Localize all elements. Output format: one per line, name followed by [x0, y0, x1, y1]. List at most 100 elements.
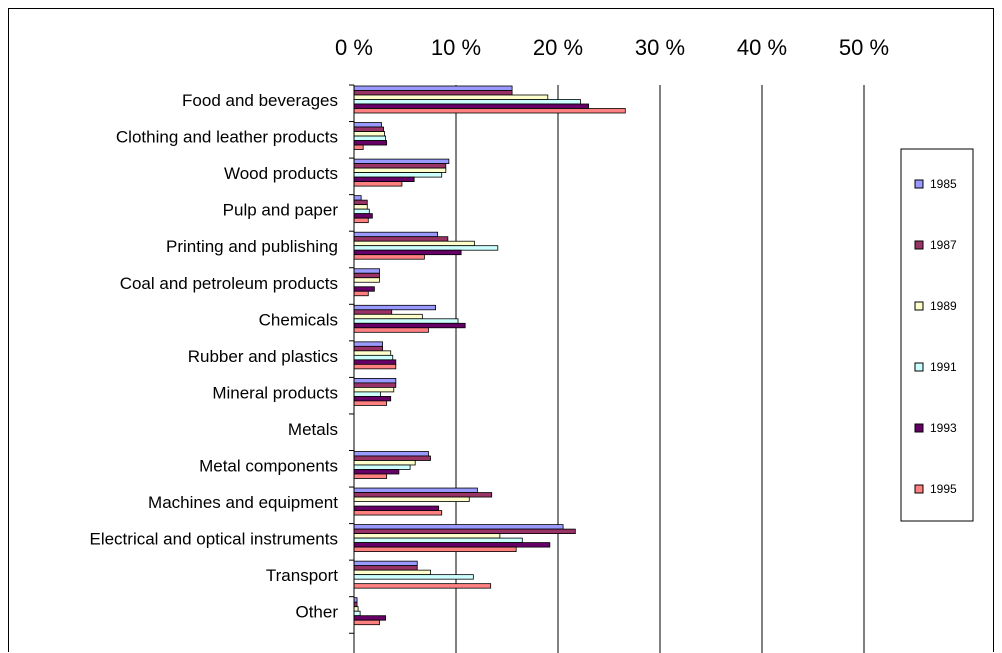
- bar: [353, 140, 388, 146]
- bar: [353, 386, 395, 393]
- bar: [353, 286, 375, 292]
- bar: [353, 272, 380, 279]
- bars: [353, 85, 626, 626]
- bar: [353, 249, 462, 256]
- bar: [353, 382, 397, 388]
- bar: [353, 158, 450, 165]
- legend-label: 1991: [930, 360, 957, 374]
- bar: [353, 359, 397, 365]
- category-labels: Food and beverages Clothing and leather p…: [89, 91, 338, 622]
- bar: [353, 94, 549, 100]
- category-label: Chemicals: [259, 310, 338, 329]
- legend-swatch: [914, 423, 924, 433]
- category-label: Other: [295, 603, 338, 622]
- bar: [353, 565, 418, 571]
- legend-label: 1985: [930, 177, 957, 191]
- bar: [353, 473, 388, 479]
- chart-frame: 0 % 10 % 20 % 30 % 40 % 50 % Food and beverag…: [8, 8, 994, 653]
- category-label: Metal components: [199, 457, 338, 476]
- legend-swatch: [914, 362, 924, 372]
- bar: [353, 487, 478, 493]
- legend-label: 1993: [930, 421, 957, 435]
- bar: [353, 213, 373, 219]
- bar: [353, 217, 369, 224]
- bar: [353, 304, 436, 311]
- legend-label: 1989: [930, 299, 957, 313]
- bar: [353, 208, 370, 215]
- x-tick-label: 30 %: [635, 35, 685, 60]
- bar: [353, 341, 383, 347]
- bar: [353, 583, 492, 589]
- bar: [353, 204, 368, 210]
- category-label: Metals: [288, 420, 338, 439]
- bar: [353, 345, 383, 352]
- legend-swatch: [914, 240, 924, 250]
- legend-swatch: [914, 484, 924, 494]
- category-label: Transport: [266, 566, 338, 585]
- category-label: Machines and equipment: [148, 493, 338, 512]
- bar: [353, 167, 447, 174]
- x-axis-ticks: 0 % 10 % 20 % 30 % 40 % 50 %: [335, 35, 889, 60]
- bar: [353, 322, 466, 329]
- category-label: Food and beverages: [182, 91, 338, 110]
- bar: [353, 103, 590, 109]
- category-label: Rubber and plastics: [188, 347, 338, 366]
- bar: [353, 528, 576, 534]
- bar-chart: 0 % 10 % 20 % 30 % 40 % 50 % Food and beverag…: [89, 35, 974, 653]
- category-label: Printing and publishing: [166, 237, 338, 256]
- bar: [353, 492, 493, 498]
- bar: [353, 391, 381, 397]
- bar: [353, 172, 443, 178]
- bar: [353, 377, 397, 384]
- bar: [353, 560, 418, 567]
- legend-swatch: [914, 179, 924, 189]
- category-label: Clothing and leather products: [116, 128, 338, 147]
- bar: [353, 546, 517, 552]
- bar: [353, 464, 411, 470]
- bar: [353, 254, 425, 260]
- bar: [353, 615, 387, 621]
- bar: [353, 574, 474, 580]
- bar: [353, 318, 459, 324]
- x-tick-label: 20 %: [533, 35, 583, 60]
- bar: [353, 327, 429, 333]
- bar: [353, 395, 392, 402]
- bar: [353, 108, 626, 114]
- bar: [353, 231, 439, 238]
- bar: [353, 354, 394, 361]
- legend-label: 1987: [930, 238, 957, 252]
- x-tick-label: 10 %: [431, 35, 481, 60]
- bar: [353, 451, 429, 457]
- legend-label: 1995: [930, 482, 957, 496]
- category-label: Wood products: [224, 164, 338, 183]
- bar: [353, 90, 513, 96]
- bar: [353, 240, 475, 247]
- y-axis: [349, 84, 355, 653]
- bar: [353, 126, 384, 132]
- bar: [353, 313, 423, 320]
- bar: [353, 569, 431, 576]
- bar: [353, 619, 380, 626]
- bar: [353, 144, 364, 150]
- bar: [353, 99, 581, 105]
- bar: [353, 163, 447, 169]
- category-label: Pulp and paper: [223, 201, 339, 220]
- bar: [353, 277, 380, 283]
- bar: [353, 350, 392, 356]
- bar: [353, 400, 388, 406]
- bar: [353, 460, 416, 466]
- bar: [353, 290, 369, 297]
- bar: [353, 469, 400, 475]
- bar: [353, 533, 501, 539]
- x-tick-label: 0 %: [335, 35, 373, 60]
- bar: [353, 455, 431, 461]
- bar: [353, 245, 499, 251]
- legend-swatch: [914, 301, 924, 311]
- category-label: Electrical and optical instruments: [89, 530, 338, 549]
- bar: [353, 606, 359, 612]
- bar: [353, 363, 397, 370]
- bar: [353, 524, 564, 530]
- bar: [353, 542, 551, 548]
- gridlines: [455, 85, 865, 653]
- bar: [353, 505, 440, 511]
